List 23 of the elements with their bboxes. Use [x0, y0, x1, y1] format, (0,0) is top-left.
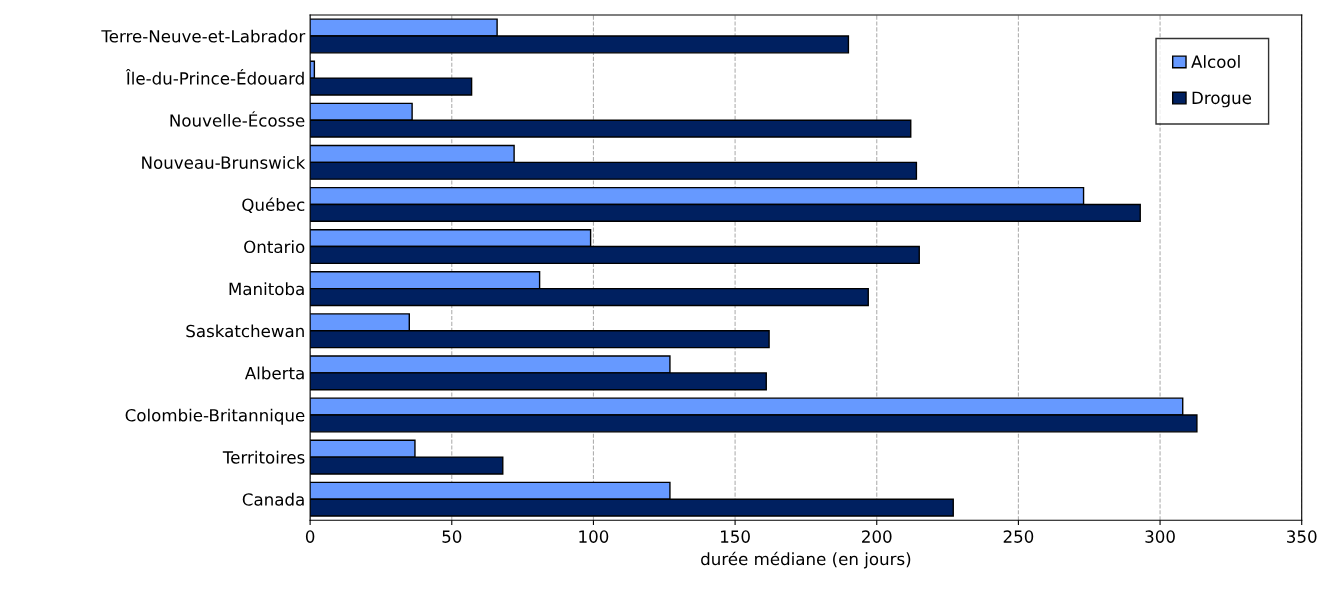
- x-tick-label: 200: [862, 530, 892, 543]
- x-tick-label: 350: [1287, 530, 1317, 543]
- y-tick-label: Saskatchewan: [186, 324, 304, 338]
- y-tick-label: Alberta: [244, 366, 304, 380]
- y-tick-label: Île-du-Prince-Édouard: [125, 69, 304, 85]
- x-axis-title: durée médiane (en jours): [701, 551, 911, 569]
- y-tick-label: Nouvelle-Écosse: [170, 111, 305, 127]
- y-tick-label: Ontario: [244, 240, 305, 254]
- y-tick-label: Territoires: [222, 450, 305, 464]
- legend-label: Drogue: [1192, 91, 1252, 108]
- x-tick-label: 150: [721, 530, 750, 543]
- x-tick-label: 300: [1145, 530, 1175, 543]
- x-tick-label: 50: [442, 530, 462, 543]
- y-tick-label: Canada: [242, 492, 304, 506]
- y-tick-label: Terre-Neuve-et-Labrador: [101, 29, 306, 43]
- legend-label: Alcool: [1191, 55, 1240, 69]
- y-tick-label: Colombie-Britannique: [125, 408, 305, 425]
- x-tick-label: 0: [305, 530, 315, 543]
- x-tick-label: 250: [1003, 530, 1034, 543]
- x-tick-label: 100: [579, 530, 609, 543]
- y-tick-label: Québec: [242, 197, 305, 213]
- y-tick-label: Manitoba: [229, 282, 304, 296]
- y-tick-label: Nouveau-Brunswick: [142, 156, 306, 169]
